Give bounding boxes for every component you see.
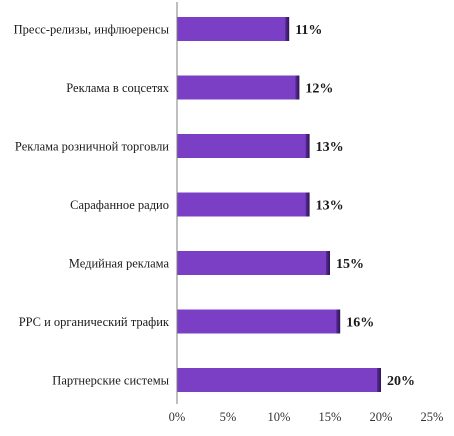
bar-edge-4	[326, 251, 330, 275]
category-labels: Пресс-релизы, инфлюеренсы Реклама в соцсе…	[14, 23, 170, 388]
bar-4	[177, 251, 327, 275]
x-tick-label-0: 0%	[169, 410, 186, 424]
category-label-6: Партнерские системы	[52, 374, 169, 388]
bar-edge-3	[305, 192, 310, 217]
bar-edge-2	[305, 134, 310, 158]
bar-2	[177, 134, 307, 158]
x-tick-label-1: 5%	[220, 410, 237, 424]
data-label-6: 20%	[387, 374, 415, 389]
bar-3	[177, 192, 307, 217]
data-label-3: 13%	[316, 199, 344, 214]
category-label-2: Реклама розничной торговли	[15, 140, 169, 154]
x-tick-label-3: 15%	[319, 410, 342, 424]
bar-1	[177, 75, 296, 100]
bar-edge-0	[285, 17, 290, 41]
bar-edge-1	[295, 75, 300, 100]
category-label-1: Реклама в соцсетях	[66, 81, 170, 95]
category-label-4: Медийная реклама	[69, 257, 170, 271]
data-label-4: 15%	[336, 257, 364, 272]
x-tick-label-4: 20%	[370, 410, 393, 424]
bar-edge-6	[377, 368, 381, 392]
data-label-1: 12%	[305, 82, 333, 97]
data-label-0: 11%	[295, 23, 322, 38]
category-label-3: Сарафанное радио	[70, 198, 169, 212]
bar-edge-5	[336, 309, 341, 334]
bars-group	[177, 17, 381, 392]
bar-5	[177, 309, 337, 334]
x-tick-labels: 0% 5% 10% 15% 20% 25%	[169, 410, 444, 424]
bar-0	[177, 17, 286, 41]
data-label-2: 13%	[316, 140, 344, 155]
x-tick-label-5: 25%	[421, 410, 444, 424]
x-tick-label-2: 10%	[268, 410, 291, 424]
category-label-0: Пресс-релизы, инфлюеренсы	[14, 23, 170, 37]
data-labels: 11% 12% 13% 13% 15% 16% 20%	[295, 23, 415, 389]
category-label-5: PPC и органический трафик	[19, 315, 170, 329]
data-label-5: 16%	[346, 316, 374, 331]
bar-6	[177, 368, 378, 392]
